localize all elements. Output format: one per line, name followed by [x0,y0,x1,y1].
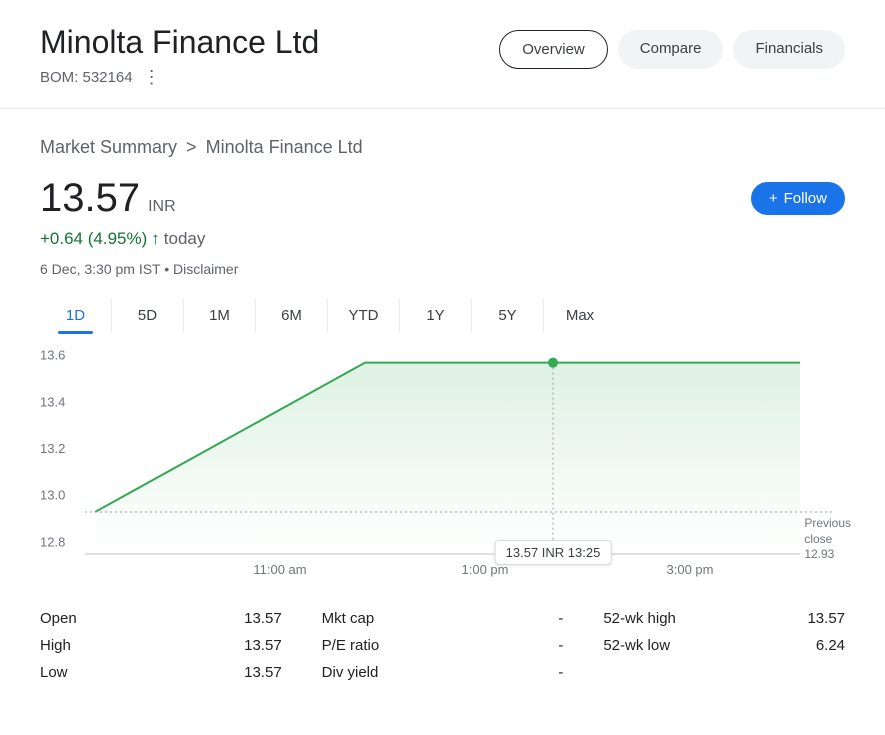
range-1m[interactable]: 1M [184,299,256,332]
price-currency: INR [148,198,176,216]
company-title: Minolta Finance Ltd [40,24,319,61]
subtitle-row: BOM: 532164 ⋮ [40,67,319,88]
stats-value: 6.24 [795,637,845,654]
svg-text:3:00 pm: 3:00 pm [667,562,714,577]
stats-label: P/E ratio [322,637,380,654]
stats-col-3: 52-wk high 13.57 52-wk low 6.24 [603,605,845,686]
prev-close-line1: Previous [804,516,851,532]
change-suffix: today [164,229,206,249]
stats-label: 52-wk low [603,637,670,654]
range-5d[interactable]: 5D [112,299,184,332]
svg-text:13.2: 13.2 [40,441,65,456]
price-value: 13.57 [40,176,140,221]
breadcrumb-root[interactable]: Market Summary [40,137,177,157]
stats-value: - [513,610,563,627]
breadcrumb-leaf: Minolta Finance Ltd [206,137,363,157]
stats-value: - [513,664,563,681]
stats-row: Open 13.57 [40,605,282,632]
breadcrumb-sep: > [186,137,197,157]
stats-row: 52-wk low 6.24 [603,632,845,659]
price-chart[interactable]: 13.613.413.213.012.811:00 am1:00 pm3:00 … [40,344,835,579]
range-1y[interactable]: 1Y [400,299,472,332]
range-6m[interactable]: 6M [256,299,328,332]
stats-row: High 13.57 [40,632,282,659]
stats-label: Open [40,610,77,627]
prev-close-line2: close [804,532,851,548]
arrow-up-icon: ↑ [151,229,160,249]
tab-overview[interactable]: Overview [499,30,608,69]
stats-value: - [513,637,563,654]
change-delta: +0.64 (4.95%) [40,229,147,249]
stats-row: P/E ratio - [322,632,564,659]
price-row: 13.57 INR + Follow [40,176,845,221]
stats-col-1: Open 13.57 High 13.57 Low 13.57 [40,605,282,686]
content: Market Summary > Minolta Finance Ltd 13.… [0,109,885,706]
follow-button[interactable]: + Follow [751,182,845,215]
tab-compare[interactable]: Compare [618,30,724,69]
range-1d[interactable]: 1D [40,299,112,332]
change-row: +0.64 (4.95%) ↑ today [40,229,845,249]
stats-value: 13.57 [795,610,845,627]
stats-label: Div yield [322,664,379,681]
more-icon[interactable]: ⋮ [143,67,161,88]
stats-label: High [40,637,71,654]
stats-value: 13.57 [232,610,282,627]
svg-text:13.6: 13.6 [40,348,65,363]
stats-value: 13.57 [232,664,282,681]
title-block: Minolta Finance Ltd BOM: 532164 ⋮ [40,24,319,88]
svg-text:13.0: 13.0 [40,488,65,503]
meta-row: 6 Dec, 3:30 pm IST • Disclaimer [40,261,845,277]
stats-row: Low 13.57 [40,659,282,686]
stats-label: Low [40,664,68,681]
follow-label: Follow [784,190,827,207]
plus-icon: + [769,190,778,207]
action-tabs: Overview Compare Financials [499,30,845,69]
ticker-text: BOM: 532164 [40,69,133,86]
chart-container: 13.613.413.213.012.811:00 am1:00 pm3:00 … [40,344,845,579]
breadcrumb: Market Summary > Minolta Finance Ltd [40,137,845,158]
stats-row: Mkt cap - [322,605,564,632]
stats-row: Div yield - [322,659,564,686]
price-block: 13.57 INR [40,176,176,221]
svg-text:13.4: 13.4 [40,394,65,409]
stats-label: 52-wk high [603,610,676,627]
range-ytd[interactable]: YTD [328,299,400,332]
svg-text:12.8: 12.8 [40,534,65,549]
stats-value: 13.57 [232,637,282,654]
stats: Open13.57High13.57Low13.57 Mkt cap-P/E r… [40,605,845,686]
prev-close-value: 12.93 [804,547,851,563]
stats-row: 52-wk high 13.57 [603,605,845,632]
svg-text:11:00 am: 11:00 am [253,562,306,577]
range-tabs: 1D 5D 1M 6M YTD 1Y 5Y Max [40,299,845,332]
range-5y[interactable]: 5Y [472,299,544,332]
chart-tooltip: 13.57 INR 13:25 [495,540,612,565]
tab-financials[interactable]: Financials [733,30,845,69]
range-max[interactable]: Max [544,299,616,332]
prev-close-label: Previous close 12.93 [804,516,851,563]
stats-col-2: Mkt cap - P/E ratio - Div yield - [322,605,564,686]
stats-label: Mkt cap [322,610,375,627]
header: Minolta Finance Ltd BOM: 532164 ⋮ Overvi… [0,0,885,109]
